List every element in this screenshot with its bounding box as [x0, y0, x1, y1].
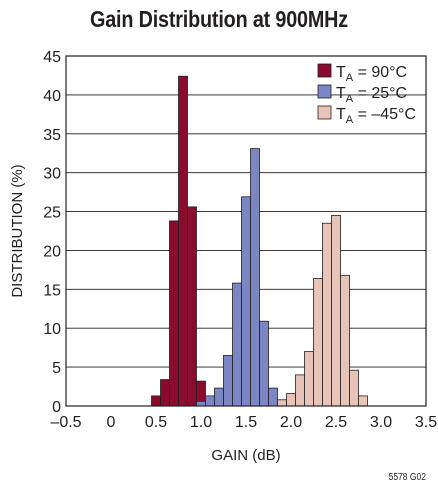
histogram-bar-series-3 [295, 374, 305, 407]
histogram-bar-series-3 [322, 222, 332, 407]
y-tick-label: 35 [43, 127, 61, 144]
histogram-bar-series-2 [196, 400, 206, 407]
y-tick-label: 25 [43, 205, 61, 222]
y-tick-label: 20 [43, 243, 61, 260]
x-tick-label: 0 [107, 414, 116, 431]
x-tick-label: 1.0 [190, 414, 212, 431]
histogram-bar-series-1 [160, 379, 170, 407]
histogram-bar-series-1 [151, 395, 161, 407]
legend-swatch [317, 84, 332, 99]
histogram-bar-series-3 [277, 399, 287, 407]
histogram-bar-series-3 [358, 395, 368, 407]
y-axis-title: DISTRIBUTION (%) [9, 164, 26, 297]
y-tick-label: 45 [43, 49, 61, 66]
histogram-bar-series-2 [259, 320, 269, 407]
x-tick-label: 2.0 [280, 414, 302, 431]
y-tick-label: 30 [43, 166, 61, 183]
x-axis-title: GAIN (dB) [211, 447, 280, 464]
histogram-bar-series-2 [205, 395, 215, 407]
histogram-bars [151, 75, 368, 407]
y-tick-label: 0 [52, 399, 61, 416]
legend-swatch [317, 105, 332, 120]
histogram-bar-series-2 [268, 387, 278, 407]
histogram-bar-series-2 [250, 148, 260, 407]
x-tick-label: 2.5 [325, 414, 347, 431]
y-tick-label: 5 [52, 360, 61, 377]
y-tick-label: 15 [43, 282, 61, 299]
x-tick-label: 0.5 [145, 414, 167, 431]
histogram-bar-series-3 [304, 351, 314, 407]
legend: TA = 90°CTA = 25°CTA = –45°C [317, 63, 416, 126]
chart-title: Gain Distribution at 900MHz [89, 6, 349, 32]
x-tick-label: 3.0 [370, 414, 392, 431]
histogram-bar-series-2 [214, 387, 224, 407]
histogram-bar-series-2 [232, 282, 242, 407]
x-tick-label: –0.5 [50, 414, 81, 431]
y-tick-label: 40 [43, 88, 61, 105]
legend-label: TA = –45°C [336, 106, 416, 126]
legend-label: TA = 90°C [336, 64, 407, 84]
histogram-bar-series-2 [223, 355, 233, 407]
figure-code: 5578 G02 [388, 472, 426, 483]
y-tick-label: 10 [43, 321, 61, 338]
histogram-bar-series-1 [169, 220, 179, 407]
legend-label: TA = 25°C [336, 85, 407, 105]
plot-frame [65, 55, 427, 407]
histogram-bar-series-3 [349, 369, 359, 407]
legend-swatch [317, 63, 332, 78]
histogram-bar-series-1 [187, 206, 197, 407]
x-tick-label: 1.5 [235, 414, 257, 431]
histogram-bar-series-2 [241, 196, 251, 407]
histogram-bar-series-3 [331, 215, 341, 407]
histogram-bar-series-3 [286, 393, 296, 407]
x-tick-label: 3.5 [415, 414, 437, 431]
histogram-bar-series-3 [313, 278, 323, 407]
histogram-bar-series-1 [178, 75, 188, 407]
histogram-bar-series-3 [340, 274, 350, 407]
